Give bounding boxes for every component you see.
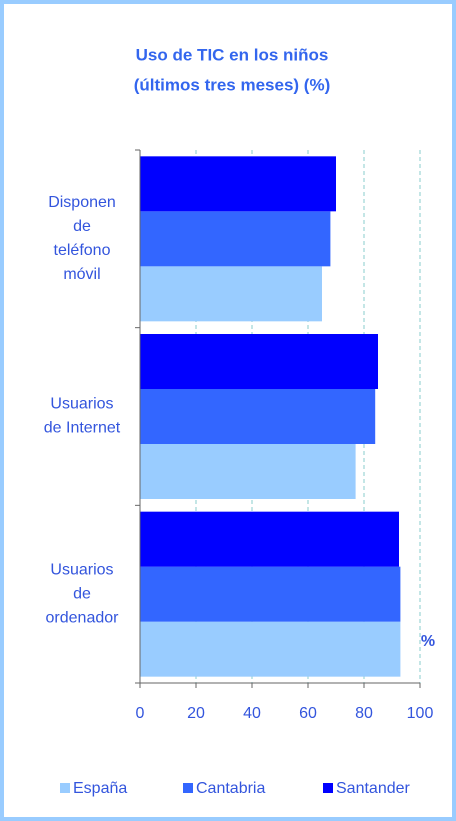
y-tick-label: de [73, 218, 91, 235]
y-tick-label: Disponen [48, 194, 116, 211]
bar [140, 211, 331, 267]
y-tick-label: teléfono [54, 242, 111, 259]
y-tick-label: de Internet [44, 420, 121, 437]
y-tick-label: de [73, 585, 91, 602]
y-tick-label: Usuarios [50, 396, 113, 413]
legend-label: Cantabria [196, 780, 265, 797]
legend-swatch [60, 783, 70, 793]
bar [140, 511, 399, 567]
bar [140, 334, 378, 389]
bar [140, 266, 322, 322]
legend-swatch [323, 783, 333, 793]
x-tick-label: 0 [136, 705, 145, 722]
x-axis-label: % [421, 633, 435, 650]
legend-label: Santander [336, 780, 411, 797]
chart-title: (últimos tres meses) (%) [134, 75, 331, 94]
y-tick-label: Usuarios [50, 561, 113, 578]
x-tick-label: 20 [187, 705, 205, 722]
bar [140, 621, 401, 677]
x-tick-label: 80 [355, 705, 373, 722]
y-tick-label: móvil [63, 266, 100, 283]
bar [140, 444, 356, 499]
x-tick-label: 60 [299, 705, 317, 722]
x-tick-label: 100 [407, 705, 434, 722]
bar [140, 389, 376, 444]
legend-swatch [183, 783, 193, 793]
chart-title: Uso de TIC en los niños [136, 45, 329, 64]
bar [140, 566, 401, 622]
bar [140, 156, 336, 212]
x-tick-label: 40 [243, 705, 261, 722]
y-tick-label: ordenador [46, 609, 120, 626]
legend-label: España [73, 780, 127, 797]
